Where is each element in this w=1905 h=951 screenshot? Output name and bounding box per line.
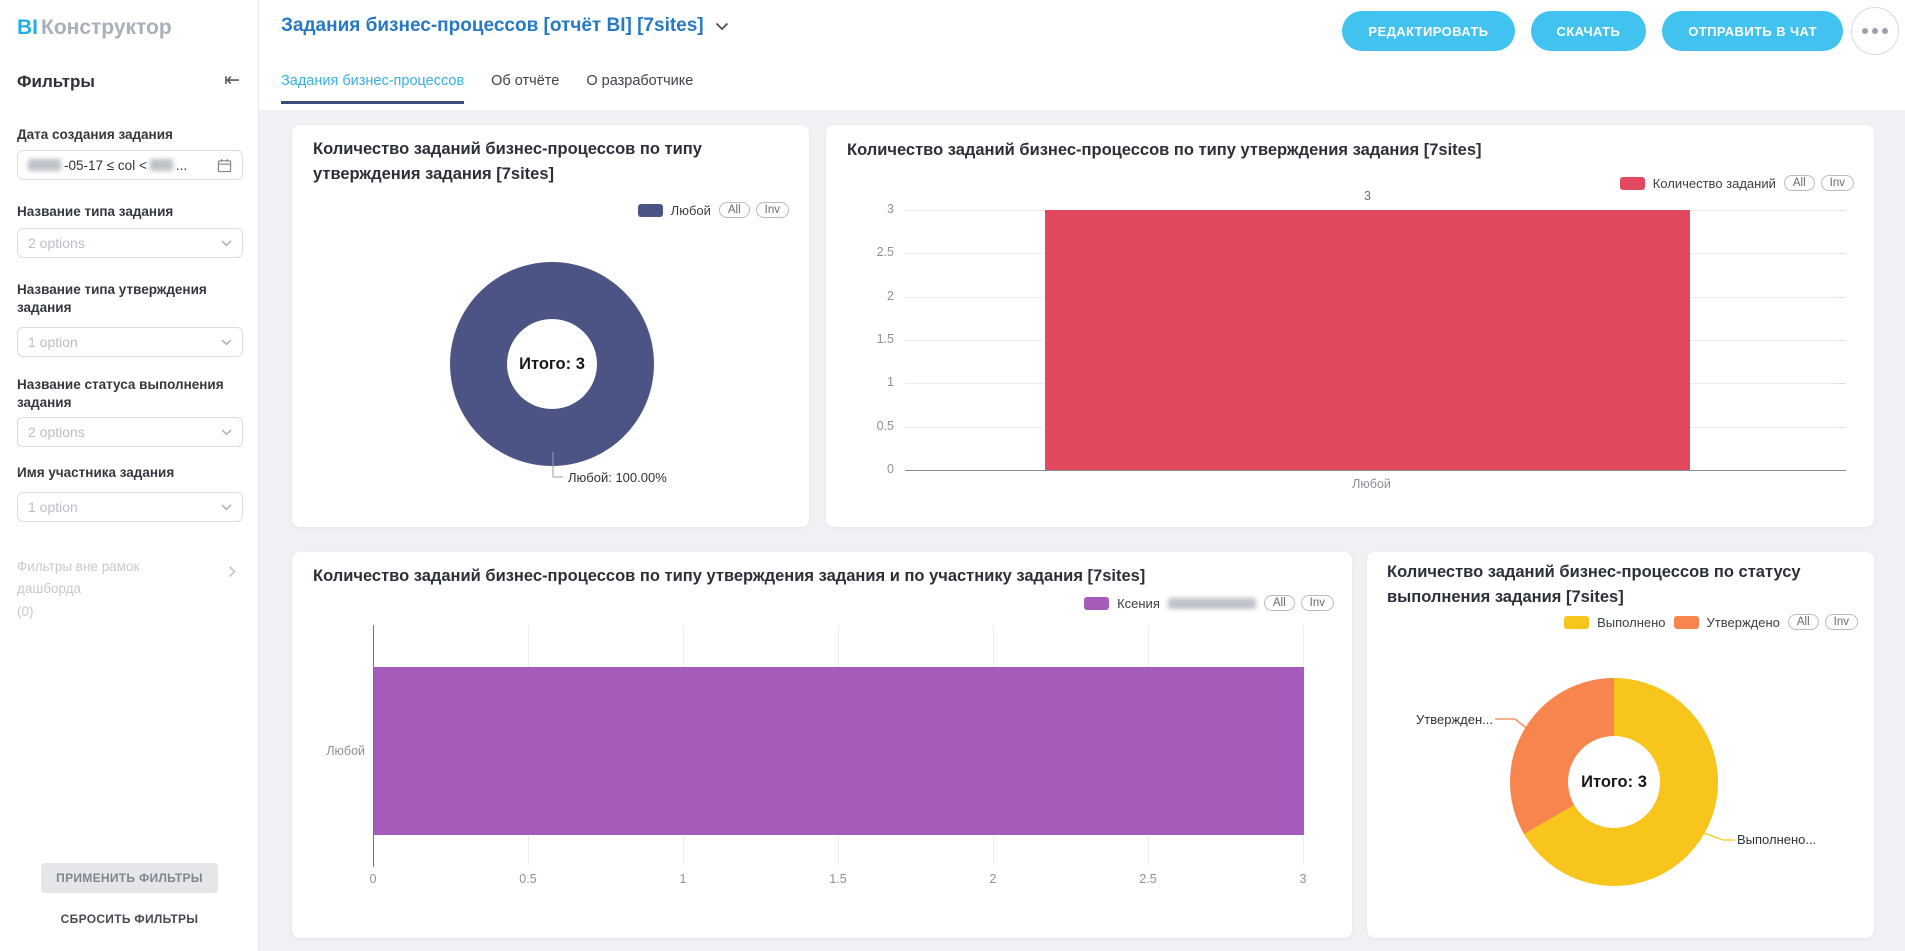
legend-swatch bbox=[1084, 596, 1110, 610]
tab-bar: Задания бизнес-процессов Об отчёте О раз… bbox=[281, 73, 693, 104]
legend-label: Любой bbox=[670, 202, 711, 218]
donut-total-label: Итого: 3 bbox=[1581, 772, 1647, 791]
donut-chart-approval[interactable] bbox=[450, 262, 654, 466]
chevron-down-icon bbox=[221, 503, 232, 511]
legend-all-pill[interactable]: All bbox=[1787, 614, 1819, 630]
select-placeholder: 1 option bbox=[28, 499, 78, 515]
filter-label-task-type: Название типа задания bbox=[17, 204, 174, 219]
tab-business-process-tasks[interactable]: Задания бизнес-процессов bbox=[281, 73, 465, 104]
chart-title: Количество заданий бизнес-процессов по т… bbox=[847, 141, 1482, 159]
filter-label-participant: Имя участника задания bbox=[17, 465, 175, 480]
legend-inv-pill[interactable]: Inv bbox=[1300, 595, 1334, 611]
filter-label-approval-type: Название типа утверждения задания bbox=[17, 282, 207, 315]
more-options-button[interactable] bbox=[1851, 7, 1899, 55]
chart-legend: Ксения All Inv bbox=[1084, 595, 1334, 611]
filter-label-status: Название статуса выполнения задания bbox=[17, 377, 224, 410]
date-range-input[interactable]: -05-17 ≤ col < ... bbox=[17, 150, 243, 180]
redacted-text-block bbox=[28, 159, 61, 171]
bar-value-label: 3 bbox=[1364, 189, 1371, 203]
chevron-down-icon bbox=[221, 428, 232, 436]
chart-card-approval-bar: Количество заданий бизнес-процессов по т… bbox=[826, 125, 1874, 527]
legend-inv-pill[interactable]: Inv bbox=[1820, 175, 1854, 191]
header-actions: РЕДАКТИРОВАТЬ СКАЧАТЬ ОТПРАВИТЬ В ЧАТ bbox=[1342, 7, 1899, 55]
legend-label: Количество заданий bbox=[1652, 175, 1776, 191]
chart-card-participant-bar: Количество заданий бизнес-процессов по т… bbox=[292, 552, 1352, 938]
select-placeholder: 1 option bbox=[28, 334, 78, 350]
ellipsis-icon bbox=[1862, 28, 1868, 34]
select-placeholder: 2 options bbox=[28, 424, 85, 440]
select-placeholder: 2 options bbox=[28, 235, 85, 251]
y-axis-line bbox=[373, 625, 374, 867]
legend-label: Выполнено bbox=[1597, 614, 1666, 630]
chart-title: Количество заданий бизнес-процессов по с… bbox=[1387, 563, 1801, 606]
download-button[interactable]: СКАЧАТЬ bbox=[1530, 11, 1647, 51]
legend-swatch bbox=[1673, 615, 1699, 629]
chevron-down-icon bbox=[715, 22, 728, 30]
date-range-ellipsis: ... bbox=[175, 157, 188, 173]
legend-swatch bbox=[1564, 615, 1590, 629]
chart-legend: Количество заданий All Inv bbox=[1619, 175, 1854, 191]
chevron-right-icon bbox=[228, 565, 236, 583]
apply-filters-button[interactable]: ПРИМЕНИТЬ ФИЛЬТРЫ bbox=[41, 863, 218, 893]
calendar-icon[interactable] bbox=[217, 158, 232, 173]
legend-swatch bbox=[1619, 176, 1645, 190]
outer-filters-count: (0) bbox=[17, 603, 34, 619]
outer-filters-label: Фильтры вне рамок дашборда bbox=[17, 559, 140, 597]
approval-type-select[interactable]: 1 option bbox=[17, 327, 243, 357]
donut-chart-status[interactable] bbox=[1510, 678, 1718, 886]
participant-select[interactable]: 1 option bbox=[17, 492, 243, 522]
chart-card-approval-donut: Количество заданий бизнес-процессов по т… bbox=[292, 125, 809, 527]
x-axis-line bbox=[905, 470, 1846, 471]
send-to-chat-button[interactable]: ОТПРАВИТЬ В ЧАТ bbox=[1662, 11, 1843, 51]
legend-all-pill[interactable]: All bbox=[1263, 595, 1295, 611]
filters-sidebar: BI Конструктор Фильтры ⇤ Дата создания за… bbox=[0, 0, 259, 951]
tab-about-developer[interactable]: О разработчике bbox=[586, 73, 694, 89]
slice-callout-approved: Утвержден... bbox=[1416, 712, 1493, 727]
filter-label-creation-date: Дата создания задания bbox=[17, 127, 173, 142]
bar-participant-count[interactable] bbox=[374, 667, 1304, 835]
chart-card-status-donut: Количество заданий бизнес-процессов по с… bbox=[1367, 552, 1874, 938]
edit-button[interactable]: РЕДАКТИРОВАТЬ bbox=[1342, 11, 1515, 51]
legend-all-pill[interactable]: All bbox=[1783, 175, 1815, 191]
report-title[interactable]: Задания бизнес-процессов [отчёт BI] [7si… bbox=[281, 15, 729, 37]
status-select[interactable]: 2 options bbox=[17, 417, 243, 447]
y-category-label: Любой bbox=[326, 744, 365, 758]
filters-panel-title: Фильтры bbox=[17, 72, 95, 91]
chevron-down-icon bbox=[221, 338, 232, 346]
outer-filters-link[interactable]: Фильтры вне рамок дашборда (0) bbox=[17, 556, 207, 623]
slice-callout: Любой: 100.00% bbox=[568, 470, 667, 485]
chart-title: Количество заданий бизнес-процессов по т… bbox=[313, 567, 1146, 585]
bar-approval-count[interactable] bbox=[1045, 210, 1690, 470]
chart-title: Количество заданий бизнес-процессов по т… bbox=[313, 140, 702, 183]
legend-swatch bbox=[637, 203, 663, 217]
chevron-down-icon bbox=[221, 239, 232, 247]
reset-filters-button[interactable]: СБРОСИТЬ ФИЛЬТРЫ bbox=[60, 912, 199, 926]
tab-about-report[interactable]: Об отчёте bbox=[491, 73, 560, 89]
legend-label: Утверждено bbox=[1706, 614, 1780, 630]
legend-all-pill[interactable]: All bbox=[718, 202, 750, 218]
collapse-sidebar-icon[interactable]: ⇤ bbox=[224, 70, 240, 91]
task-type-select[interactable]: 2 options bbox=[17, 228, 243, 258]
legend-label: Ксения bbox=[1117, 595, 1160, 611]
logo-name-text: Конструктор bbox=[41, 16, 172, 39]
chart-legend: Выполнено Утверждено All Inv bbox=[1564, 614, 1858, 630]
chart-legend: Любой All Inv bbox=[637, 202, 789, 218]
top-bar: Задания бизнес-процессов [отчёт BI] [7si… bbox=[259, 0, 1905, 110]
date-range-value: -05-17 ≤ col < bbox=[64, 157, 147, 173]
logo-bi-text: BI bbox=[17, 16, 38, 39]
x-category-label: Любой bbox=[1352, 477, 1391, 491]
donut-total-label: Итого: 3 bbox=[519, 354, 585, 373]
legend-inv-pill[interactable]: Inv bbox=[1824, 614, 1858, 630]
report-title-text: Задания бизнес-процессов [отчёт BI] [7si… bbox=[281, 15, 704, 36]
redacted-text-block bbox=[149, 159, 173, 171]
redacted-participant-name bbox=[1167, 597, 1256, 609]
app-logo: BI Конструктор bbox=[17, 16, 172, 40]
slice-callout-done: Выполнено... bbox=[1737, 832, 1817, 847]
legend-inv-pill[interactable]: Inv bbox=[755, 202, 789, 218]
